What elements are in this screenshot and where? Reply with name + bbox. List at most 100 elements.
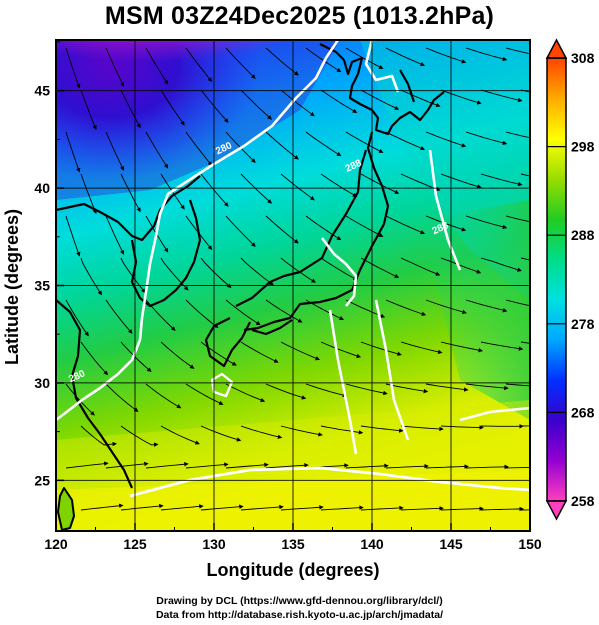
credit-data-source: Data from http://database.rish.kyoto-u.a…: [155, 609, 444, 621]
lat-lon-grid: [56, 40, 530, 531]
wind-streamline: [465, 464, 509, 470]
wind-streamline: [225, 299, 261, 326]
wind-streamline: [440, 257, 482, 274]
map-title: MSM 03Z24Dec2025 (1013.2hPa): [104, 2, 495, 30]
wind-streamline: [105, 461, 149, 469]
wind-streamline: [320, 89, 358, 113]
wind-streamline: [65, 47, 81, 89]
credit-drawing: Drawing by DCL (https://www.gfd-dennou.o…: [156, 595, 443, 607]
wind-streamline: [385, 463, 429, 469]
wind-streamline: [145, 131, 169, 169]
wind-streamline: [225, 47, 256, 79]
wind-streamline: [80, 503, 124, 511]
wind-streamline: [360, 173, 400, 194]
wind-streamline: [440, 89, 482, 105]
wind-streamline: [505, 466, 530, 469]
wind-streamline: [185, 47, 213, 82]
wind-streamline: [145, 47, 169, 85]
wind-streamline: [480, 341, 524, 351]
wind-streamline: [240, 504, 284, 511]
x-tick-label: 130: [202, 536, 226, 552]
wind-streamline: [480, 173, 523, 187]
wind-streamline: [280, 425, 323, 437]
y-tick-label: 35: [34, 278, 50, 294]
wind-streamline: [305, 131, 342, 157]
wind-streamline: [385, 299, 427, 316]
wind-streamline: [225, 215, 256, 247]
wind-streamline: [240, 173, 272, 204]
wind-streamline: [385, 131, 426, 151]
wind-streamline: [225, 462, 269, 469]
wind-streamline: [280, 173, 315, 201]
wind-streamline: [385, 47, 426, 67]
wind-streamline: [105, 131, 125, 171]
wind-streamline: [225, 383, 266, 403]
colorbar-tick-label: 258: [571, 493, 595, 509]
wind-streamline: [425, 464, 469, 469]
wind-streamline: [65, 461, 109, 469]
wind-streamline: [320, 425, 364, 435]
wind-streamline: [320, 341, 362, 358]
wind-streamline: [520, 509, 530, 511]
wind-streamline: [240, 425, 283, 439]
wind-streamline: [360, 425, 404, 433]
wind-streamline: [185, 299, 219, 329]
wind-streamline: [465, 383, 509, 391]
x-axis-ticks: 120 125 130 135 140 145 150: [44, 523, 542, 552]
wind-streamline: [345, 215, 384, 237]
wind-streamline: [280, 89, 315, 117]
wind-streamline: [520, 341, 530, 344]
wind-streamline: [385, 215, 426, 235]
wind-streamline: [520, 89, 530, 93]
wind-streamline: [480, 506, 524, 512]
wind-streamline: [320, 257, 358, 281]
isotherms: [56, 40, 530, 498]
wind-streamline: [465, 215, 508, 230]
wind-streamline: [520, 425, 530, 427]
wind-streamline: [200, 425, 242, 442]
wind-streamline: [80, 425, 117, 447]
wind-streamline: [360, 505, 404, 511]
wind-streamline: [105, 47, 125, 87]
wind-streamline: [480, 89, 523, 103]
x-tick-label: 135: [281, 536, 305, 552]
wind-streamline: [425, 47, 467, 64]
wind-streamline: [240, 257, 274, 286]
wind-streamline: [505, 215, 530, 223]
wind-streamline: [425, 131, 467, 148]
wind-streamline: [305, 47, 342, 73]
y-axis-title: Latitude (degrees): [2, 209, 22, 365]
wind-streamline: [360, 89, 400, 110]
wind-streamline: [345, 131, 384, 153]
wind-streamline: [80, 173, 97, 215]
wind-streamline: [505, 383, 530, 387]
wind-streamline: [265, 383, 307, 400]
wind-streamline: [345, 383, 388, 396]
wind-streamline: [65, 215, 81, 257]
wind-streamline: [400, 425, 444, 432]
wind-streamline: [440, 173, 482, 189]
wind-streamline: [105, 215, 125, 255]
wind-streamline: [265, 462, 309, 469]
wind-streamline: [145, 383, 182, 409]
wind-streamline: [240, 89, 272, 120]
wind-streamline: [520, 257, 530, 261]
wind-streamlines: [65, 47, 530, 512]
wind-streamline: [400, 341, 443, 355]
wind-streamline: [80, 257, 102, 296]
wind-streamline: [465, 131, 508, 146]
y-axis-ticks: 25 30 35 40 45: [34, 41, 64, 488]
wind-streamline: [465, 47, 508, 62]
wind-streamline: [305, 383, 348, 398]
wind-streamline: [120, 503, 164, 511]
wind-streamline: [320, 173, 358, 197]
colorbar-tick-label: 298: [571, 139, 595, 155]
x-tick-label: 140: [360, 536, 384, 552]
colorbar-top-arrow: [545, 38, 568, 59]
wind-streamline: [65, 299, 89, 337]
x-axis-title: Longitude (degrees): [206, 560, 379, 580]
wind-streamline: [120, 173, 141, 213]
x-tick-label: 120: [44, 536, 68, 552]
wind-streamline: [185, 383, 224, 405]
wind-streamline: [160, 425, 200, 445]
